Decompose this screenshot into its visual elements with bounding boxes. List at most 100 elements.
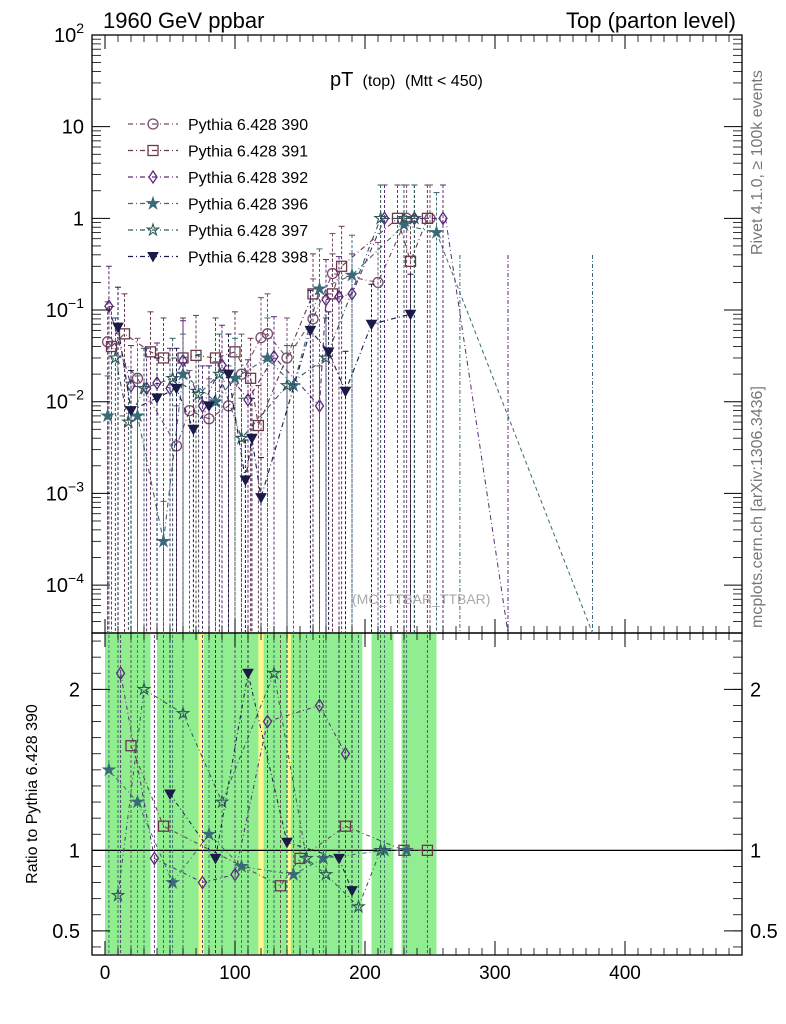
data-point: [130, 408, 145, 423]
x-tick-label: 0: [100, 963, 111, 984]
data-point: [365, 319, 378, 331]
legend-entry: Pythia 6.428 392: [128, 169, 308, 187]
ratio-line: [108, 769, 407, 884]
ratio-point: [262, 714, 273, 729]
ratio-point: [214, 794, 230, 809]
legend-entry: Pythia 6.428 397: [128, 222, 308, 240]
ratio-point: [197, 875, 208, 890]
data-point: [112, 322, 124, 334]
legend-marker: [145, 222, 161, 237]
x-tick-label: 200: [349, 963, 381, 984]
data-point: [156, 533, 171, 548]
data-point: [144, 346, 157, 358]
legend-entry: Pythia 6.428 391: [128, 144, 308, 161]
ratio-point: [351, 898, 366, 914]
ratio-point: [242, 668, 254, 680]
data-point: [307, 288, 319, 300]
data-point: [100, 408, 116, 423]
data-point: [183, 404, 196, 417]
data-point: [125, 406, 137, 417]
data-point: [429, 224, 444, 239]
x-tick-label: 300: [479, 963, 511, 984]
data-point: [304, 325, 317, 337]
data-point: [104, 299, 114, 314]
ratio-tick-label-right: 0.5: [750, 921, 778, 943]
data-point: [235, 368, 248, 380]
ratio-point: [286, 866, 301, 881]
y-tick-exp: −1: [68, 295, 84, 311]
data-point: [404, 255, 417, 267]
legend-label: Pythia 6.428 390: [188, 117, 308, 134]
legend-label: Pythia 6.428 391: [188, 144, 308, 161]
y-tick-base: 10: [46, 483, 68, 505]
data-point: [372, 276, 384, 289]
data-point: [339, 386, 352, 398]
series-5: [112, 273, 417, 633]
ratio-series-3: [110, 635, 389, 953]
data-point: [312, 281, 327, 296]
data-point: [229, 346, 241, 358]
header-left: 1960 GeV ppbar: [103, 8, 264, 33]
ratio-point: [266, 665, 282, 680]
ratio-point: [164, 789, 176, 801]
data-point: [120, 414, 136, 429]
y-tick-exp: −2: [68, 387, 84, 403]
ratio-point: [125, 740, 137, 752]
ratio-band-green: [371, 634, 394, 954]
legend-entry: Pythia 6.428 396: [128, 195, 308, 214]
data-point: [438, 211, 448, 226]
ratio-ylabel: Ratio to Pythia 6.428 390: [24, 704, 41, 884]
y-tick-label: 102: [54, 20, 84, 47]
y-tick-base: 10: [46, 575, 68, 597]
ratio-point: [299, 850, 314, 865]
ratio-series-2: [101, 635, 415, 953]
ratio-point: [314, 698, 325, 713]
ratio-point: [421, 844, 434, 856]
ratio-band-gap: [362, 634, 372, 954]
legend: Pythia 6.428 390 Pythia 6.428 391 Pythia 6…: [128, 117, 308, 267]
data-point: [187, 424, 200, 436]
ratio-point: [294, 852, 306, 865]
ratio-point: [157, 820, 170, 832]
data-point: [279, 377, 295, 392]
ratio-point: [110, 887, 126, 902]
legend-marker: [145, 195, 161, 210]
data-point: [105, 340, 118, 353]
legend-label: Pythia 6.428 398: [188, 250, 308, 267]
data-point: [107, 350, 123, 365]
ratio-tick-label-left: 0.5: [52, 921, 80, 943]
data-point: [322, 347, 335, 358]
ratio-line: [169, 673, 353, 891]
ratio-point: [315, 850, 331, 865]
ratio-point: [318, 866, 334, 881]
ratio-tick-label-left: 1: [69, 840, 80, 862]
y-tick-base: 10: [46, 392, 68, 414]
series-line: [107, 224, 437, 542]
chart-title-sub1: (top): [363, 73, 396, 90]
data-point: [203, 401, 215, 412]
ratio-point: [373, 842, 389, 857]
ratio-line: [117, 671, 382, 908]
ratio-point: [209, 853, 222, 865]
y-tick-exp: 2: [76, 20, 84, 36]
data-point: [191, 386, 207, 401]
data-point: [335, 260, 348, 272]
chart-title-sub2: (Mtt < 450): [405, 73, 483, 90]
ratio-band-green: [203, 634, 259, 954]
data-point: [118, 328, 131, 340]
data-point: [190, 349, 202, 362]
data-point: [373, 210, 389, 225]
legend-label: Pythia 6.428 392: [188, 170, 308, 187]
data-point: [334, 289, 344, 304]
watermark: (MC_TTBAR_TTBAR): [352, 591, 490, 607]
ratio-point: [281, 837, 293, 849]
ratio-point: [101, 762, 117, 777]
data-point: [344, 267, 360, 282]
mcplots-label: mcplots.cern.ch [arXiv:1306.3436]: [749, 386, 766, 628]
data-point: [222, 369, 235, 381]
tail-line: [445, 218, 509, 634]
legend-marker: [147, 252, 159, 263]
y-tick-base: 10: [46, 300, 68, 322]
